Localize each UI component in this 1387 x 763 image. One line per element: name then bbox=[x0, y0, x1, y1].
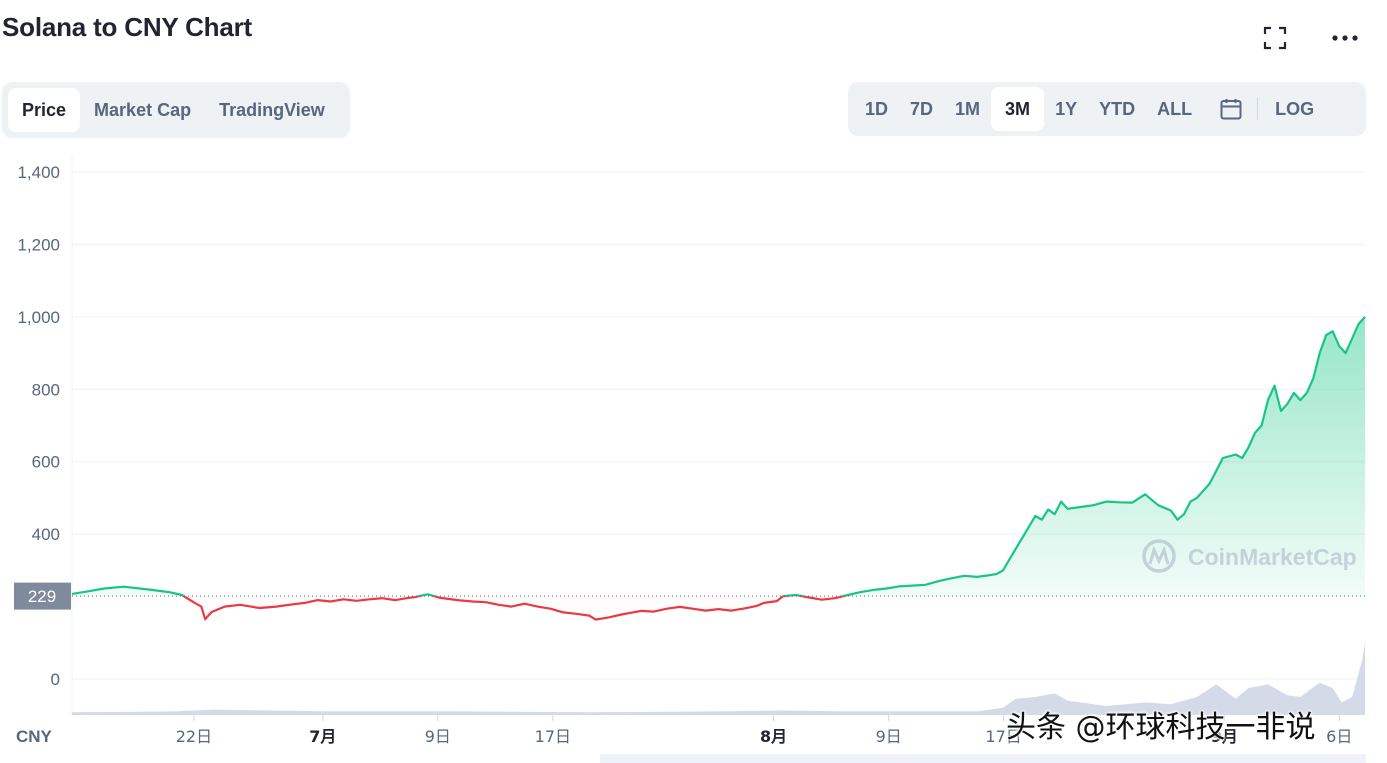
volume-silhouette bbox=[72, 643, 1365, 715]
page-title: Solana to CNY Chart bbox=[2, 12, 252, 42]
x-tick-label: 9日 bbox=[425, 727, 451, 746]
chart-type-tabs: Price Market Cap TradingView bbox=[2, 82, 350, 138]
y-tick-label: 1,000 bbox=[17, 308, 60, 327]
time-range-selector: 1D 7D 1M 3M 1Y YTD ALL LOG bbox=[848, 82, 1366, 136]
x-tick-label: 6日 bbox=[1326, 727, 1352, 746]
y-tick-label: 800 bbox=[32, 380, 60, 399]
y-axis: 0 400 600 800 1,000 1,200 1,400 bbox=[17, 163, 60, 689]
more-icon[interactable] bbox=[1331, 24, 1359, 52]
currency-label: CNY bbox=[16, 727, 53, 746]
x-tick-label: 17日 bbox=[985, 727, 1021, 746]
area-above-reference bbox=[72, 316, 1365, 597]
x-tick-label: 8月 bbox=[760, 727, 787, 746]
x-axis: 22日 7月 9日 17日 8月 9日 17日 9月 6日 bbox=[176, 715, 1352, 746]
range-3m[interactable]: 3M bbox=[991, 87, 1045, 131]
y-tick-label: 1,200 bbox=[17, 235, 60, 254]
series-line-above bbox=[71, 316, 1366, 597]
series-line-below bbox=[181, 596, 849, 621]
tab-price[interactable]: Price bbox=[8, 88, 81, 132]
navigator-strip bbox=[600, 754, 1366, 763]
y-tick-label: 1,400 bbox=[17, 163, 60, 182]
y-tick-label: 400 bbox=[32, 525, 60, 544]
watermark-overlay-text: 头条 @环球科技一非说 bbox=[1006, 710, 1316, 745]
volume-area bbox=[72, 643, 1365, 715]
range-ytd[interactable]: YTD bbox=[1099, 98, 1136, 119]
price-area bbox=[72, 316, 1365, 620]
calendar-icon[interactable] bbox=[1203, 87, 1255, 131]
coinmarketcap-logo: CoinMarketCap bbox=[1142, 539, 1357, 573]
log-scale-toggle[interactable]: LOG bbox=[1275, 98, 1315, 119]
x-tick-label: 22日 bbox=[176, 727, 212, 746]
current-price-badge: 229 bbox=[14, 582, 71, 610]
area-below-reference bbox=[183, 596, 844, 620]
svg-text:CoinMarketCap: CoinMarketCap bbox=[1188, 544, 1357, 570]
tab-tradingview[interactable]: TradingView bbox=[219, 99, 325, 120]
price-line bbox=[71, 316, 1366, 621]
header-actions bbox=[1261, 24, 1359, 52]
price-chart: 0 400 600 800 1,000 1,200 1,400 229 CoinMarket… bbox=[14, 155, 1366, 746]
grid-lines bbox=[71, 155, 1365, 715]
x-tick-label: 9日 bbox=[876, 727, 902, 746]
range-7d[interactable]: 7D bbox=[910, 98, 934, 119]
range-1y[interactable]: 1Y bbox=[1055, 98, 1078, 119]
y-tick-label: 600 bbox=[32, 453, 60, 472]
x-tick-label: 9月 bbox=[1211, 727, 1238, 746]
tab-market-cap[interactable]: Market Cap bbox=[94, 99, 192, 120]
fullscreen-icon[interactable] bbox=[1261, 24, 1289, 52]
x-tick-label: 17日 bbox=[535, 727, 571, 746]
range-1m[interactable]: 1M bbox=[955, 98, 981, 119]
y-tick-label: 0 bbox=[51, 670, 60, 689]
x-tick-label: 7月 bbox=[309, 727, 336, 746]
range-1d[interactable]: 1D bbox=[865, 98, 889, 119]
current-price-label: 229 bbox=[28, 587, 56, 606]
range-all[interactable]: ALL bbox=[1157, 98, 1193, 119]
divider bbox=[1257, 98, 1259, 120]
